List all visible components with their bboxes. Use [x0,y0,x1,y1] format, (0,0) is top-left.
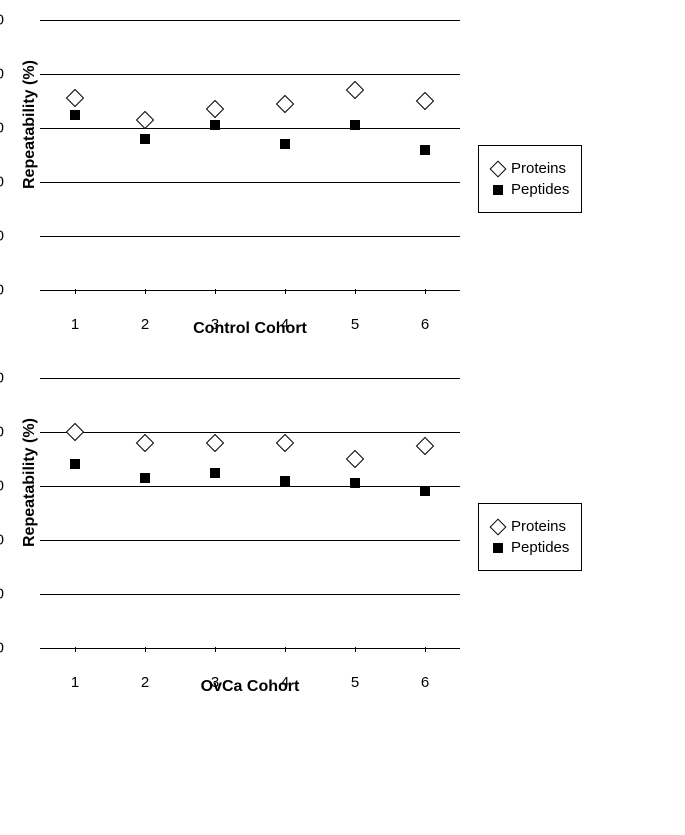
y-tick-label: 0 [0,282,4,299]
y-tick-label: 20 [0,586,4,603]
data-point-proteins [136,111,154,129]
x-tick-label: 1 [71,674,79,691]
legend-label: Proteins [511,518,566,535]
x-tick-mark [355,289,356,294]
x-tick-mark [285,647,286,652]
y-tick-label: 100 [0,12,4,29]
data-point-peptides [350,478,360,488]
data-point-proteins [346,81,364,99]
x-tick-label: 4 [281,316,289,333]
gridline [40,594,460,595]
x-tick-label: 2 [141,316,149,333]
x-tick-mark [215,647,216,652]
x-tick-label: 4 [281,674,289,691]
y-tick-label: 40 [0,174,4,191]
legend-item: Peptides [491,181,569,198]
x-ticks [40,289,460,295]
data-point-proteins [276,434,294,452]
data-point-peptides [70,110,80,120]
legend: Proteins Peptides [478,145,582,213]
data-point-peptides [140,473,150,483]
chart-area: 020406080100123456 OvCa Cohort [40,378,460,696]
chart-panel-1: Repeatability (%)020406080100123456 OvCa … [20,378,665,696]
x-axis-label: Control Cohort [40,320,460,338]
y-tick-label: 60 [0,120,4,137]
x-ticks [40,647,460,653]
legend-label: Proteins [511,160,566,177]
figure-container: Repeatability (%)020406080100123456Contr… [20,20,665,696]
data-point-proteins [416,436,434,454]
data-point-proteins [206,100,224,118]
x-tick-mark [215,289,216,294]
y-tick-label: 100 [0,370,4,387]
data-point-peptides [70,459,80,469]
chart-area: 020406080100123456 Control Cohort [40,20,460,338]
y-tick-label: 0 [0,640,4,657]
legend: Proteins Peptides [478,503,582,571]
data-point-peptides [210,120,220,130]
y-tick-label: 40 [0,532,4,549]
x-tick-mark [425,647,426,652]
data-point-peptides [420,145,430,155]
x-tick-label: 3 [211,674,219,691]
x-tick-label: 5 [351,674,359,691]
data-point-peptides [420,486,430,496]
y-axis-label: Repeatability (%) [21,169,39,189]
data-point-proteins [136,434,154,452]
y-tick-label: 60 [0,478,4,495]
x-tick-mark [145,289,146,294]
x-tick-label: 2 [141,674,149,691]
x-tick-mark [75,647,76,652]
legend-item: Proteins [491,518,569,535]
x-tick-label: 6 [421,674,429,691]
x-tick-mark [75,289,76,294]
x-tick-mark [355,647,356,652]
x-tick-label: 1 [71,316,79,333]
gridline [40,128,460,129]
y-axis-label: Repeatability (%) [21,527,39,547]
y-tick-label: 80 [0,424,4,441]
plot-region: 020406080100123456 [40,20,460,290]
x-tick-mark [285,289,286,294]
data-point-peptides [140,134,150,144]
data-point-proteins [206,434,224,452]
data-point-peptides [210,468,220,478]
x-tick-label: 6 [421,316,429,333]
data-point-proteins [416,92,434,110]
x-tick-mark [425,289,426,294]
gridline [40,236,460,237]
legend-label: Peptides [511,181,569,198]
legend-marker-icon [491,521,505,533]
legend-item: Peptides [491,539,569,556]
legend-marker-icon [491,185,505,195]
chart-panel-0: Repeatability (%)020406080100123456 Contr… [20,20,665,338]
y-tick-label: 20 [0,228,4,245]
data-point-peptides [350,120,360,130]
legend-label: Peptides [511,539,569,556]
data-point-peptides [280,476,290,486]
x-axis-label: OvCa Cohort [40,678,460,696]
x-tick-label: 5 [351,316,359,333]
data-point-peptides [280,139,290,149]
x-tick-label: 3 [211,316,219,333]
gridline [40,486,460,487]
gridline [40,378,460,379]
gridline [40,20,460,21]
legend-marker-icon [491,543,505,553]
x-tick-mark [145,647,146,652]
data-point-proteins [346,450,364,468]
data-point-proteins [276,94,294,112]
data-point-proteins [66,89,84,107]
y-tick-label: 80 [0,66,4,83]
legend-item: Proteins [491,160,569,177]
legend-marker-icon [491,163,505,175]
plot-region: 020406080100123456 [40,378,460,648]
gridline [40,540,460,541]
gridline [40,432,460,433]
gridline [40,182,460,183]
data-point-proteins [66,423,84,441]
gridline [40,74,460,75]
